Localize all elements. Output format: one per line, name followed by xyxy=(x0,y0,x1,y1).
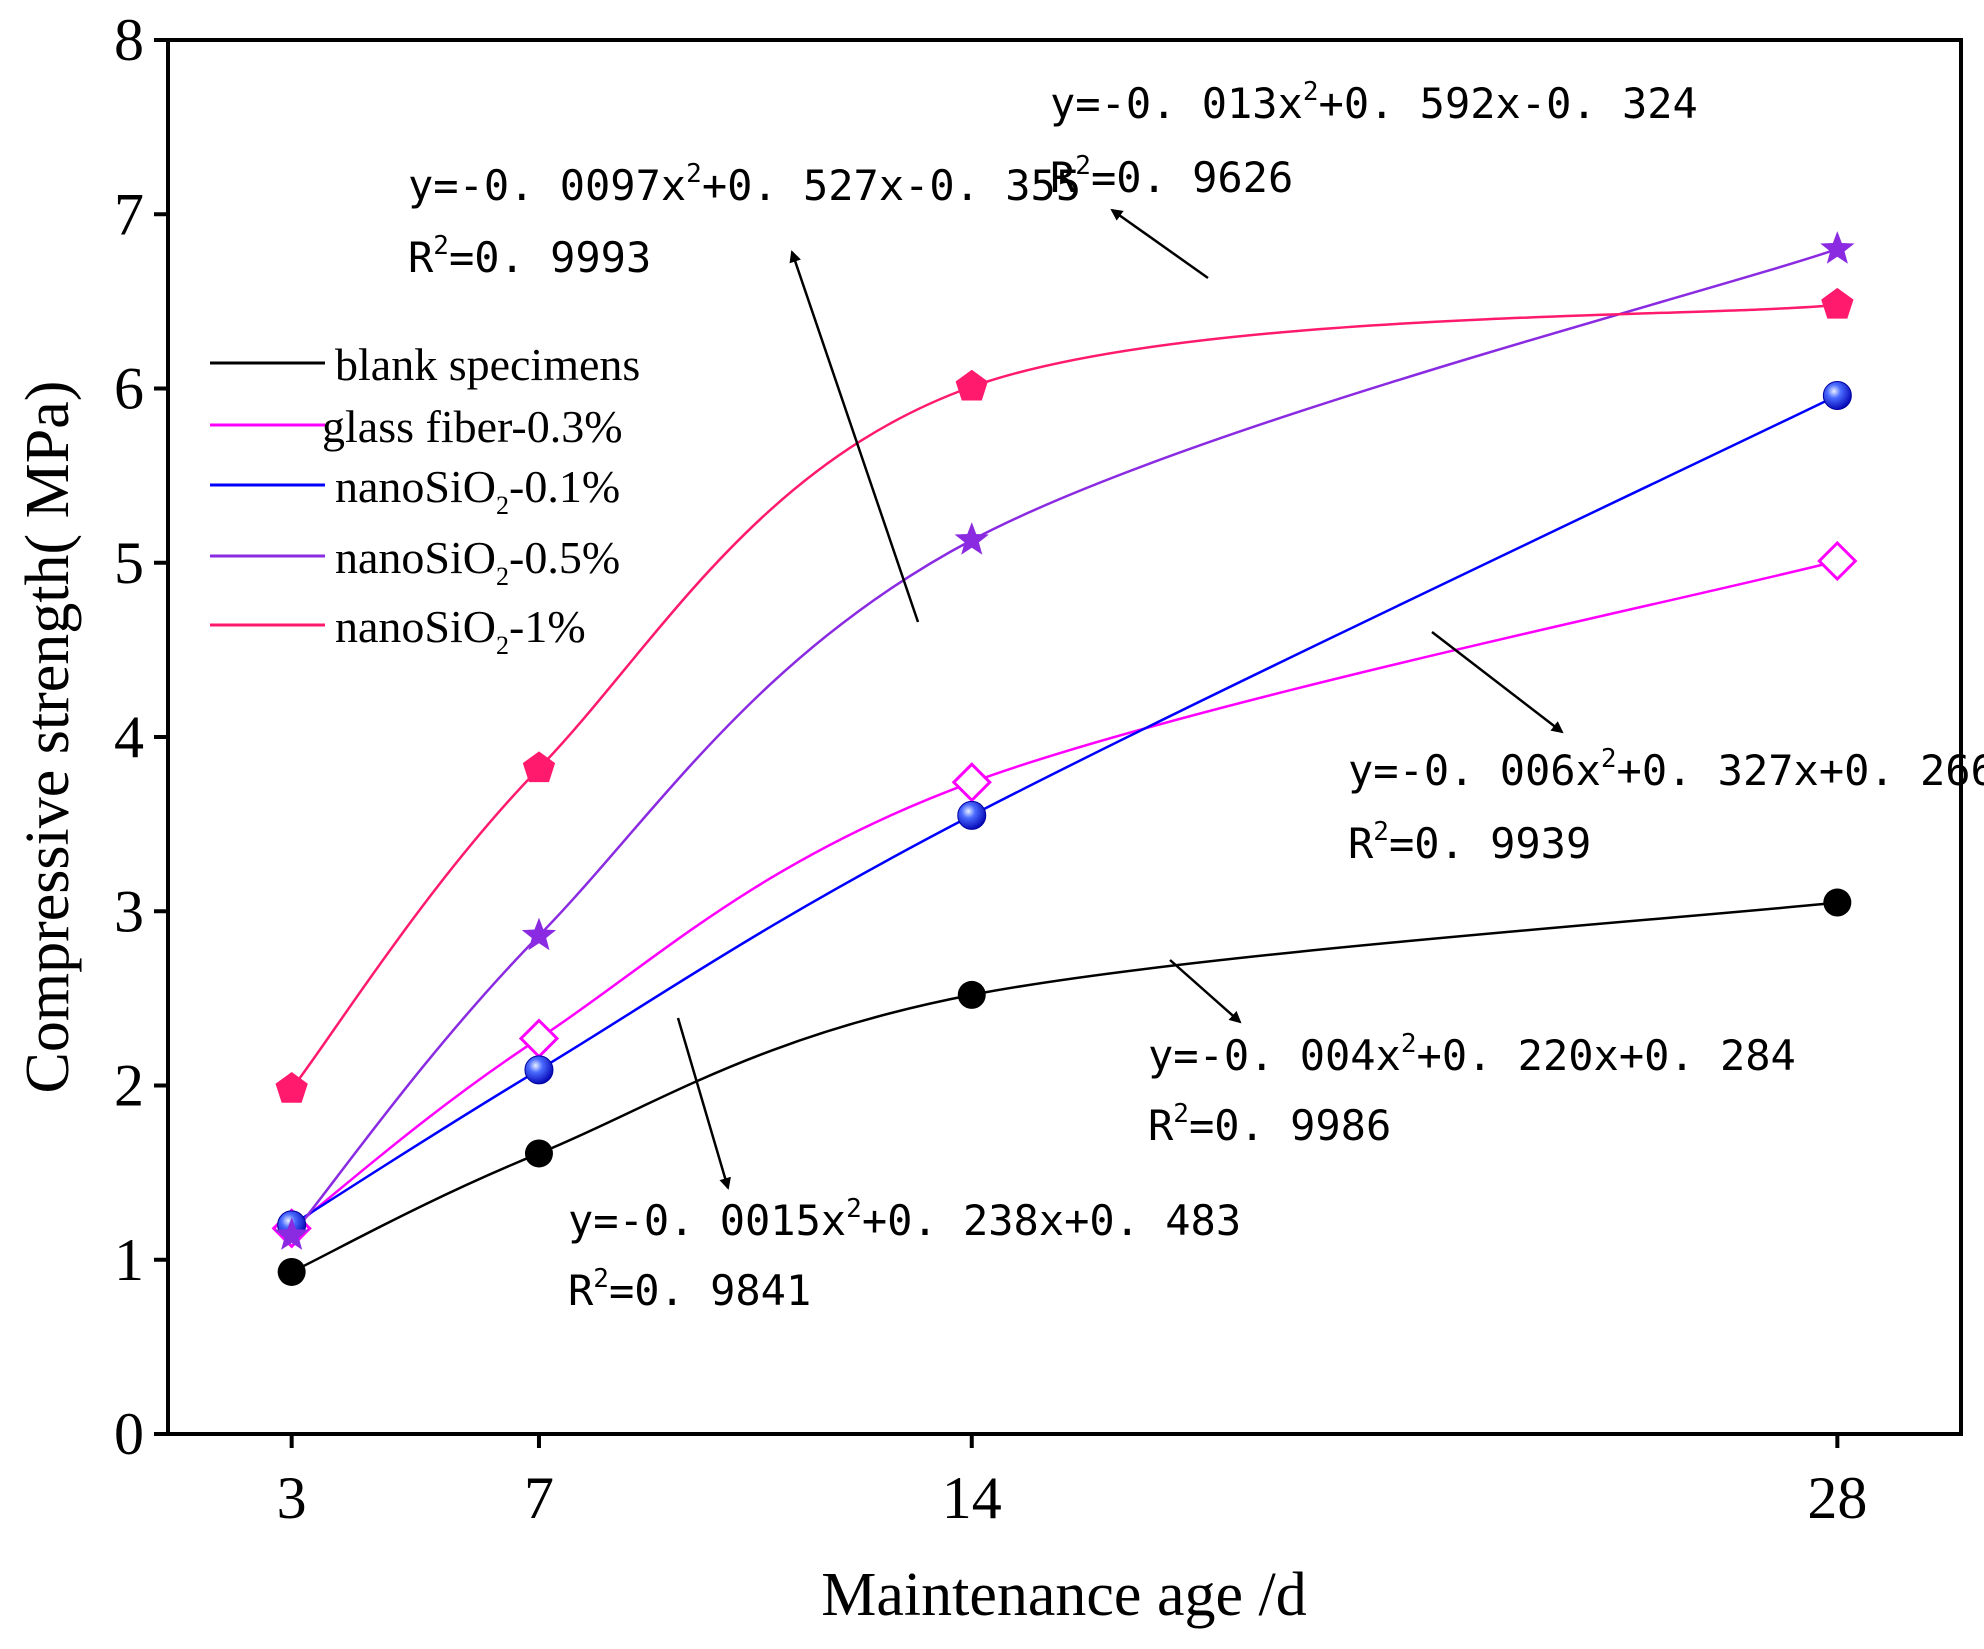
x-tick-label: 7 xyxy=(524,1465,554,1531)
y-tick-label: 6 xyxy=(114,356,144,422)
data-point-circle xyxy=(277,1257,306,1286)
annotation-r2-nano01: R2=0. 9841 xyxy=(568,1264,811,1315)
series-curve-nanosio2-1- xyxy=(290,303,1838,1090)
fit-curves xyxy=(290,247,1838,1274)
data-point-diamond xyxy=(1817,540,1858,582)
annotation-eq-glass: y=-0. 006x2+0. 327x+0. 266 xyxy=(1348,744,1984,795)
annotation-eq-nano01: y=-0. 0015x2+0. 238x+0. 483 xyxy=(568,1194,1241,1245)
y-tick-label: 8 xyxy=(114,7,144,73)
legend-label-nano05: nanoSiO2-0.5% xyxy=(335,532,620,591)
data-point-star xyxy=(954,522,989,555)
data-point-diamond xyxy=(518,1018,560,1059)
data-point-circle xyxy=(1823,888,1852,917)
annotation-eq-blank: y=-0. 004x2+0. 220x+0. 284 xyxy=(1148,1029,1796,1080)
legend-label-nano1: nanoSiO2-1% xyxy=(335,601,586,660)
data-point-star xyxy=(521,917,557,951)
data-point-sphere xyxy=(524,1055,554,1085)
x-tick-label: 14 xyxy=(942,1465,1002,1531)
data-point-sphere xyxy=(1822,380,1852,410)
legend: blank specimens glass fiber-0.3% nanoSiO… xyxy=(210,339,640,660)
y-tick-label: 0 xyxy=(114,1401,144,1467)
y-tick-label: 1 xyxy=(114,1227,144,1293)
annotation-arrow-blank xyxy=(1169,959,1242,1024)
annotation-r2-nano1: R2=0. 9626 xyxy=(1050,151,1293,202)
data-point-pentagon xyxy=(275,1072,308,1103)
x-tick-label: 3 xyxy=(277,1465,307,1531)
data-point-pentagon xyxy=(955,369,988,401)
data-point-pentagon xyxy=(522,751,556,783)
legend-label-glass-fiber: glass fiber-0.3% xyxy=(322,401,623,452)
annotation-r2-glass: R2=0. 9939 xyxy=(1348,817,1591,868)
y-tick-label: 2 xyxy=(114,1053,144,1119)
data-point-pentagon xyxy=(1821,287,1854,319)
y-tick-label: 7 xyxy=(114,181,144,247)
x-tick-label: 28 xyxy=(1807,1465,1867,1531)
annotation-arrow-nano1 xyxy=(1110,208,1209,280)
axis-ticks: 0 1 2 3 4 5 6 7 8 3 7 14 28 xyxy=(114,7,1867,1531)
legend-label-blank: blank specimens xyxy=(335,339,640,390)
annotation-eq-nano1: y=-0. 013x2+0. 592x-0. 324 xyxy=(1050,77,1698,128)
legend-label-nano01: nanoSiO2-0.1% xyxy=(335,461,620,520)
fit-annotations: y=-0. 013x2+0. 592x-0. 324 R2=0. 9626 y=… xyxy=(408,77,1984,1315)
annotation-r2-nano05: R2=0. 9993 xyxy=(408,231,651,282)
y-tick-label: 4 xyxy=(114,704,144,770)
annotation-arrow-nano01 xyxy=(676,1017,731,1190)
data-point-star xyxy=(1820,231,1855,264)
data-point-circle xyxy=(524,1139,553,1168)
data-point-diamond xyxy=(951,762,992,803)
annotation-r2-blank: R2=0. 9986 xyxy=(1148,1099,1391,1150)
data-markers xyxy=(271,231,1858,1286)
data-point-sphere xyxy=(957,800,987,830)
x-axis-title: Maintenance age /d xyxy=(821,1561,1306,1629)
data-point-star xyxy=(274,1217,309,1250)
y-tick-label: 3 xyxy=(114,878,144,944)
annotation-eq-nano05: y=-0. 0097x2+0. 527x-0. 355 xyxy=(408,159,1081,210)
series-curve-glass-fiber-0-3- xyxy=(290,559,1838,1230)
y-axis-title: Compressive strength( MPa) xyxy=(14,381,82,1094)
series-curve-blank-specimens xyxy=(291,901,1838,1274)
annotation-arrow-nano05 xyxy=(789,250,920,623)
series-curve-nanosio2-0-5- xyxy=(290,247,1838,1237)
annotation-arrow-glass xyxy=(1431,631,1564,734)
data-point-circle xyxy=(957,980,986,1009)
series-curve-nanosio2-0-1- xyxy=(290,394,1838,1226)
y-tick-label: 5 xyxy=(114,530,144,596)
